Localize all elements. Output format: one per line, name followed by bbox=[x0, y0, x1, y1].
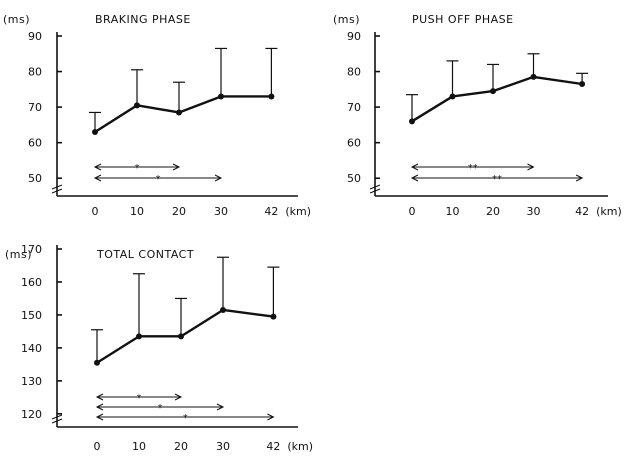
y-axis-label: (ms) bbox=[3, 13, 30, 26]
x-tick-label: 30 bbox=[214, 205, 228, 218]
x-axis-unit: (km) bbox=[287, 440, 313, 453]
x-tick-label: 42 bbox=[264, 205, 278, 218]
arrow-head-right bbox=[172, 163, 181, 171]
x-axis-unit: (km) bbox=[285, 205, 311, 218]
y-tick-label: 90 bbox=[28, 30, 42, 43]
data-point bbox=[178, 333, 184, 340]
arrow-head-right bbox=[267, 413, 275, 421]
data-point bbox=[136, 333, 142, 340]
series-line bbox=[96, 308, 274, 364]
significance-mark: ** bbox=[468, 163, 478, 174]
y-tick-label: 170 bbox=[21, 243, 42, 256]
chart-panel-1: BRAKING PHASE (ms) 50 60 70 80 90 0 10 20 30 42 (km)… bbox=[3, 13, 311, 218]
y-tick-label: 160 bbox=[21, 276, 42, 289]
y-tick-label: 70 bbox=[28, 101, 42, 114]
x-tick-label: 30 bbox=[527, 205, 541, 218]
x-tick-label: 10 bbox=[132, 440, 146, 453]
arrow-head-right bbox=[216, 403, 225, 411]
y-tick-label: 120 bbox=[21, 408, 42, 421]
arrow-head-left bbox=[95, 393, 104, 401]
y-tick-label: 130 bbox=[21, 375, 42, 388]
y-tick-label: 150 bbox=[21, 309, 42, 322]
y-tick-label: 50 bbox=[347, 172, 361, 185]
y-tick-label: 60 bbox=[28, 137, 42, 150]
data-point bbox=[268, 93, 275, 100]
arrow-head-right bbox=[575, 174, 584, 182]
y-tick-label: 80 bbox=[347, 66, 361, 79]
arrow-head-right bbox=[174, 393, 183, 401]
x-tick-label: 0 bbox=[94, 440, 101, 453]
chart-title: TOTAL CONTACT bbox=[96, 248, 194, 261]
arrow-head-left bbox=[93, 163, 102, 171]
arrow-head-left bbox=[95, 413, 104, 421]
y-tick-label: 60 bbox=[347, 137, 361, 150]
significance-mark: * bbox=[183, 413, 188, 424]
y-tick-label: 80 bbox=[28, 66, 42, 79]
data-point bbox=[530, 73, 537, 80]
arrow-head-left bbox=[93, 174, 102, 182]
chart-title: BRAKING PHASE bbox=[95, 13, 191, 26]
arrow-head-right bbox=[527, 163, 535, 171]
x-tick-label: 42 bbox=[575, 205, 589, 218]
arrow-head-right bbox=[214, 174, 223, 182]
axis-break-mark bbox=[369, 184, 381, 194]
x-tick-label: 10 bbox=[130, 205, 144, 218]
data-point bbox=[94, 359, 100, 366]
series-line bbox=[411, 75, 583, 123]
x-tick-label: 20 bbox=[174, 440, 188, 453]
x-tick-label: 30 bbox=[216, 440, 230, 453]
y-tick-label: 140 bbox=[21, 342, 42, 355]
data-point bbox=[579, 81, 586, 87]
axis-break-mark bbox=[51, 414, 63, 424]
data-point bbox=[92, 129, 98, 135]
chart-panel-3: TOTAL CONTACT (ms) 120 130 140 150 160 170 0 10 20… bbox=[5, 243, 313, 453]
series-line bbox=[94, 95, 272, 134]
x-axis-unit: (km) bbox=[596, 205, 622, 218]
x-tick-label: 10 bbox=[446, 205, 460, 218]
y-tick-label: 90 bbox=[347, 30, 361, 43]
data-point bbox=[490, 88, 496, 95]
x-tick-label: 0 bbox=[92, 205, 99, 218]
data-point bbox=[449, 93, 456, 100]
data-point bbox=[134, 102, 140, 109]
data-point bbox=[270, 313, 277, 320]
significance-mark: * bbox=[156, 174, 161, 185]
x-tick-label: 20 bbox=[172, 205, 186, 218]
x-tick-label: 20 bbox=[486, 205, 500, 218]
significance-mark: ** bbox=[492, 174, 502, 185]
axis-break-mark bbox=[51, 184, 63, 194]
arrow-head-left bbox=[95, 403, 104, 411]
chart-panel-2: PUSH OFF PHASE (ms) 50 60 70 80 90 0 10 20 30 42 (km… bbox=[333, 13, 622, 218]
data-point bbox=[176, 109, 182, 116]
data-point bbox=[220, 306, 226, 313]
y-tick-label: 70 bbox=[347, 101, 361, 114]
significance-mark: * bbox=[137, 393, 142, 404]
data-point bbox=[218, 93, 224, 100]
chart-title: PUSH OFF PHASE bbox=[412, 13, 514, 26]
data-point bbox=[409, 118, 415, 125]
y-tick-label: 50 bbox=[28, 172, 42, 185]
arrow-head-left bbox=[410, 174, 419, 182]
y-axis-label: (ms) bbox=[333, 13, 360, 26]
significance-mark: * bbox=[135, 163, 140, 174]
significance-mark: * bbox=[158, 403, 163, 414]
x-tick-label: 0 bbox=[409, 205, 416, 218]
x-tick-label: 42 bbox=[266, 440, 280, 453]
y-axis-label: (ms) bbox=[5, 248, 32, 261]
arrow-head-left bbox=[410, 163, 419, 171]
